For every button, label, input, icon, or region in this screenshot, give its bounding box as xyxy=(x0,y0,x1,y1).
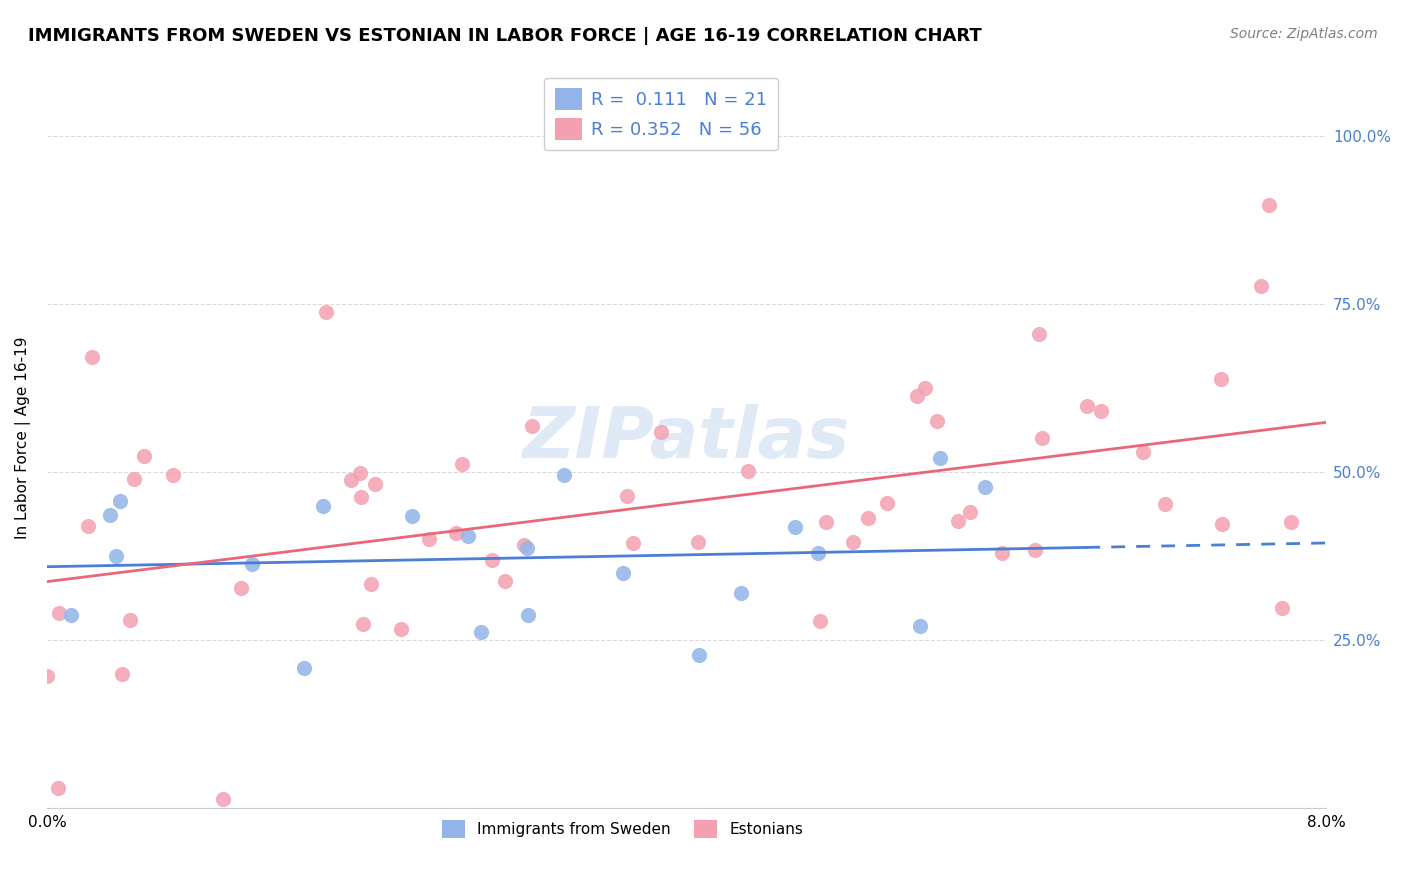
Point xyxy=(856,511,879,525)
Point xyxy=(841,535,863,549)
Point xyxy=(785,520,807,534)
Point xyxy=(457,529,479,543)
Point xyxy=(451,457,474,471)
Point xyxy=(1024,543,1046,558)
Point xyxy=(929,451,952,466)
Point xyxy=(808,614,831,628)
Point xyxy=(401,508,423,523)
Point xyxy=(908,619,931,633)
Point xyxy=(688,535,710,549)
Point xyxy=(1250,278,1272,293)
Point xyxy=(312,499,335,513)
Point xyxy=(814,515,837,529)
Point xyxy=(1090,404,1112,418)
Point xyxy=(315,305,337,319)
Point xyxy=(98,508,121,523)
Point xyxy=(1031,431,1053,445)
Point xyxy=(1279,515,1302,529)
Point xyxy=(1076,399,1098,413)
Point xyxy=(132,449,155,463)
Point xyxy=(991,545,1014,559)
Point xyxy=(360,577,382,591)
Y-axis label: In Labor Force | Age 16-19: In Labor Force | Age 16-19 xyxy=(15,337,31,540)
Point xyxy=(737,464,759,478)
Point xyxy=(59,608,82,623)
Point xyxy=(481,553,503,567)
Point xyxy=(1271,600,1294,615)
Point xyxy=(513,538,536,552)
Point xyxy=(48,606,70,620)
Point xyxy=(959,505,981,519)
Point xyxy=(444,525,467,540)
Point xyxy=(76,518,98,533)
Point xyxy=(212,792,235,806)
Point xyxy=(925,414,948,428)
Point xyxy=(612,566,634,581)
Point xyxy=(340,473,363,487)
Point xyxy=(46,780,69,795)
Point xyxy=(470,625,492,640)
Point xyxy=(364,476,387,491)
Point xyxy=(914,382,936,396)
Point xyxy=(120,613,142,627)
Point xyxy=(162,468,184,483)
Point xyxy=(352,617,374,632)
Point xyxy=(111,666,134,681)
Point xyxy=(1132,444,1154,458)
Text: Source: ZipAtlas.com: Source: ZipAtlas.com xyxy=(1230,27,1378,41)
Point xyxy=(522,418,544,433)
Text: ZIPatlas: ZIPatlas xyxy=(523,404,851,473)
Point xyxy=(418,532,440,546)
Point xyxy=(35,669,58,683)
Point xyxy=(616,489,638,503)
Point xyxy=(105,549,128,563)
Point xyxy=(80,350,103,364)
Point xyxy=(516,608,538,623)
Point xyxy=(122,472,145,486)
Point xyxy=(1209,372,1232,386)
Point xyxy=(240,557,263,571)
Point xyxy=(807,546,830,560)
Point xyxy=(553,468,575,483)
Point xyxy=(1028,326,1050,341)
Point xyxy=(621,535,644,549)
Point xyxy=(294,661,316,675)
Point xyxy=(494,574,516,588)
Point xyxy=(730,586,752,600)
Point xyxy=(946,514,969,528)
Point xyxy=(515,541,537,555)
Point xyxy=(876,496,898,510)
Legend: Immigrants from Sweden, Estonians: Immigrants from Sweden, Estonians xyxy=(436,814,808,845)
Point xyxy=(650,425,672,439)
Point xyxy=(349,466,371,480)
Point xyxy=(389,622,412,636)
Point xyxy=(229,581,252,595)
Point xyxy=(905,388,928,402)
Point xyxy=(1211,517,1233,532)
Text: IMMIGRANTS FROM SWEDEN VS ESTONIAN IN LABOR FORCE | AGE 16-19 CORRELATION CHART: IMMIGRANTS FROM SWEDEN VS ESTONIAN IN LA… xyxy=(28,27,981,45)
Point xyxy=(974,479,997,493)
Point xyxy=(1258,198,1281,212)
Point xyxy=(688,648,710,663)
Point xyxy=(1153,497,1175,511)
Point xyxy=(350,490,373,504)
Point xyxy=(108,493,131,508)
